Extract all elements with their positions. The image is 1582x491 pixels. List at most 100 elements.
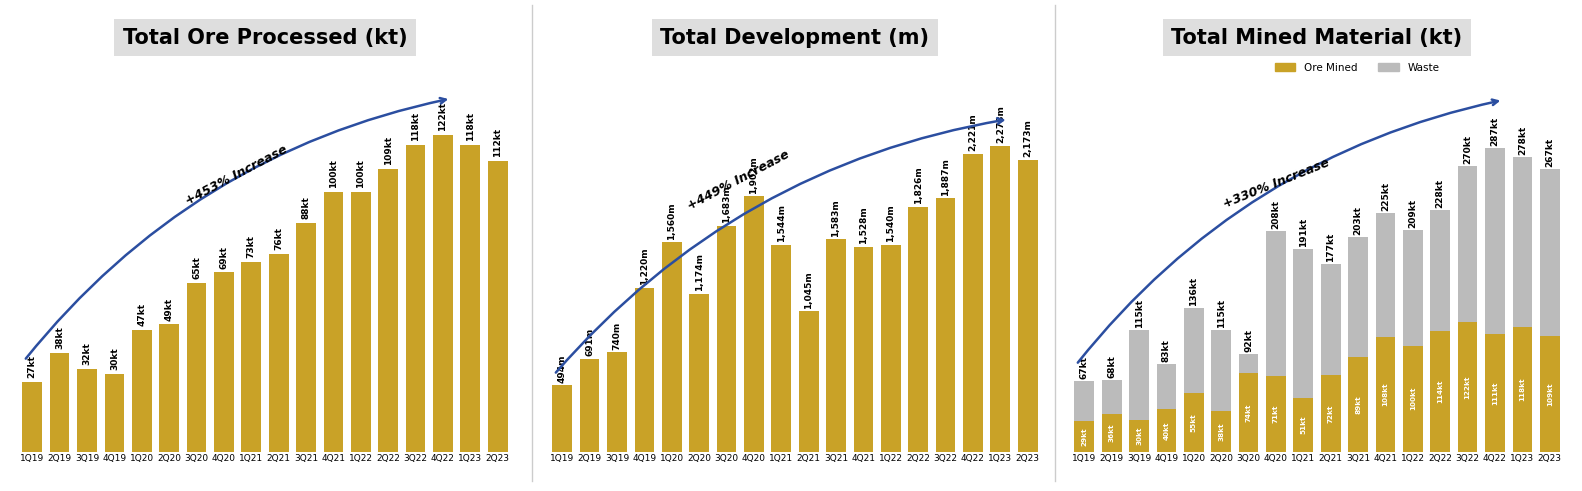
Text: 1,528m: 1,528m [859,206,869,244]
Text: 2,173m: 2,173m [1024,119,1031,158]
Text: 225kt: 225kt [1381,182,1391,211]
Text: 72kt: 72kt [1327,405,1334,423]
Bar [1430,331,1451,452]
Bar [269,254,288,452]
Bar [1348,357,1368,452]
Bar [1485,334,1504,452]
Bar [104,374,125,452]
Bar [881,245,900,452]
Text: 1,902m: 1,902m [750,156,758,194]
Bar [1512,327,1533,452]
Bar [607,353,626,452]
Text: 65kt: 65kt [191,256,201,279]
Text: 203kt: 203kt [1354,206,1362,235]
Bar [1348,237,1368,357]
Title: Total Ore Processed (kt): Total Ore Processed (kt) [123,27,407,48]
Text: 2,221m: 2,221m [968,113,978,151]
Text: +453% Increase: +453% Increase [184,143,290,208]
Bar [661,243,682,452]
Text: 1,174m: 1,174m [694,253,704,292]
Text: 208kt: 208kt [1272,200,1280,229]
Bar [634,288,655,452]
Bar [214,273,234,452]
Bar [1294,398,1313,452]
Bar [690,294,709,452]
Bar [799,311,818,452]
Text: 1,045m: 1,045m [804,271,813,309]
Bar [744,196,764,452]
Text: 38kt: 38kt [55,326,65,349]
Bar [717,226,736,452]
Text: 30kt: 30kt [109,347,119,370]
Text: 1,540m: 1,540m [886,205,895,243]
Text: 1,887m: 1,887m [941,158,951,196]
Text: +330% Increase: +330% Increase [1221,157,1332,211]
Bar [935,198,956,452]
Text: 83kt: 83kt [1161,339,1171,362]
Text: 27kt: 27kt [28,355,36,378]
Text: 278kt: 278kt [1517,126,1527,155]
Bar [1539,336,1560,452]
Bar [1101,380,1122,413]
Bar [1512,157,1533,327]
Bar [1457,323,1478,452]
Text: 36kt: 36kt [1109,423,1115,442]
Bar [1101,413,1122,452]
Text: 1,560m: 1,560m [668,202,676,240]
Bar [1212,330,1231,411]
Text: 111kt: 111kt [1492,381,1498,405]
Text: 88kt: 88kt [302,196,310,219]
Bar [1074,381,1095,421]
Bar [1266,231,1286,377]
Bar [1183,393,1204,452]
Text: 740m: 740m [612,322,622,350]
Bar [990,146,1011,452]
Bar [433,135,452,452]
Bar [1239,373,1258,452]
Text: 108kt: 108kt [1383,383,1389,406]
Text: 89kt: 89kt [1356,395,1361,414]
Bar [1321,264,1340,376]
Bar [1376,213,1395,337]
Text: 109kt: 109kt [1547,382,1554,406]
Text: 74kt: 74kt [1245,403,1251,422]
Text: 1,683m: 1,683m [721,186,731,223]
Text: 109kt: 109kt [384,136,392,164]
Text: 69kt: 69kt [220,246,228,269]
Text: 49kt: 49kt [165,298,174,321]
Text: 47kt: 47kt [138,302,146,326]
Text: 118kt: 118kt [465,112,475,141]
Bar [1539,169,1560,336]
Text: 55kt: 55kt [1191,413,1198,432]
Text: 494m: 494m [558,354,566,383]
Text: 177kt: 177kt [1326,233,1335,262]
Bar [1017,160,1038,452]
Text: 1,220m: 1,220m [639,247,649,285]
Bar [324,192,343,452]
Text: 100kt: 100kt [329,159,339,188]
Bar [1403,230,1422,346]
Bar [579,359,600,452]
Text: 228kt: 228kt [1436,179,1444,208]
Legend: Ore Mined, Waste: Ore Mined, Waste [1270,58,1443,77]
Bar [1130,420,1149,452]
Text: 38kt: 38kt [1218,422,1224,441]
Bar [1376,337,1395,452]
Text: 67kt: 67kt [1081,355,1088,379]
Text: 191kt: 191kt [1299,218,1308,247]
Bar [1130,330,1149,420]
Text: 122kt: 122kt [1465,376,1471,399]
Bar [908,207,929,452]
Bar [1074,421,1095,452]
Title: Total Development (m): Total Development (m) [660,27,930,48]
Bar [1457,165,1478,323]
Text: 40kt: 40kt [1163,421,1169,440]
Bar [1156,364,1177,409]
Bar [405,145,426,452]
Bar [49,353,70,452]
Bar [1212,411,1231,452]
Bar [1403,346,1422,452]
Text: 267kt: 267kt [1546,137,1554,167]
Bar [131,329,152,452]
Bar [187,283,206,452]
